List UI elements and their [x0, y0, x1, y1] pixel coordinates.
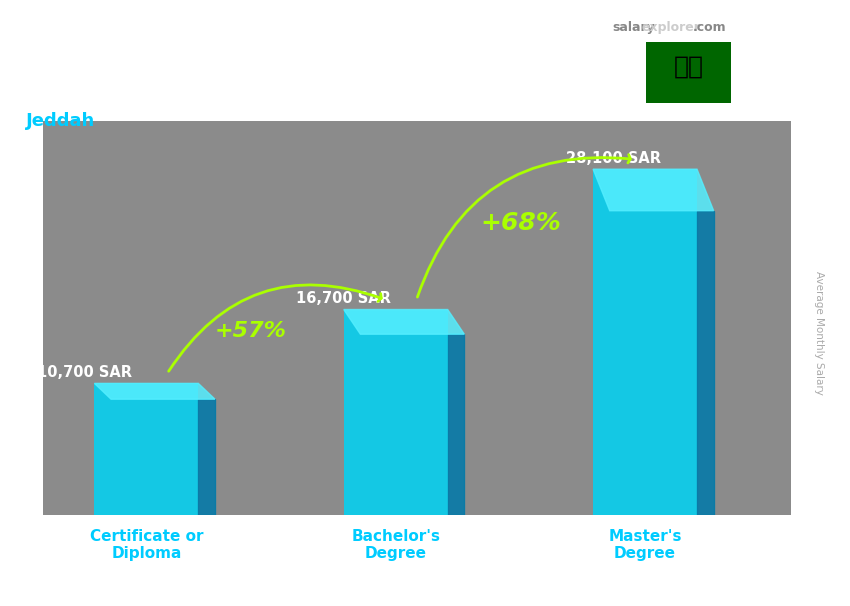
Text: 28,100 SAR: 28,100 SAR: [566, 151, 661, 166]
Text: Jeddah: Jeddah: [26, 112, 94, 130]
Text: 16,700 SAR: 16,700 SAR: [297, 291, 391, 307]
Polygon shape: [94, 384, 215, 399]
Polygon shape: [697, 211, 714, 515]
Bar: [593, 169, 697, 515]
Text: explorer: explorer: [642, 21, 700, 34]
Text: +57%: +57%: [214, 321, 286, 341]
Text: salary: salary: [612, 21, 654, 34]
Text: 10,700 SAR: 10,700 SAR: [37, 365, 132, 380]
Text: Average Monthly Salary: Average Monthly Salary: [814, 271, 824, 395]
Bar: [94, 384, 198, 515]
Bar: [343, 310, 448, 515]
Polygon shape: [198, 399, 215, 515]
Polygon shape: [593, 169, 714, 211]
Polygon shape: [343, 310, 464, 334]
Text: +68%: +68%: [480, 210, 561, 235]
Text: 🇸🇦: 🇸🇦: [673, 55, 704, 79]
Text: Salary Comparison By Education: Salary Comparison By Education: [26, 30, 534, 58]
Text: Information Technology Systems Analyst: Information Technology Systems Analyst: [26, 76, 391, 94]
Polygon shape: [448, 334, 464, 515]
Text: .com: .com: [693, 21, 727, 34]
